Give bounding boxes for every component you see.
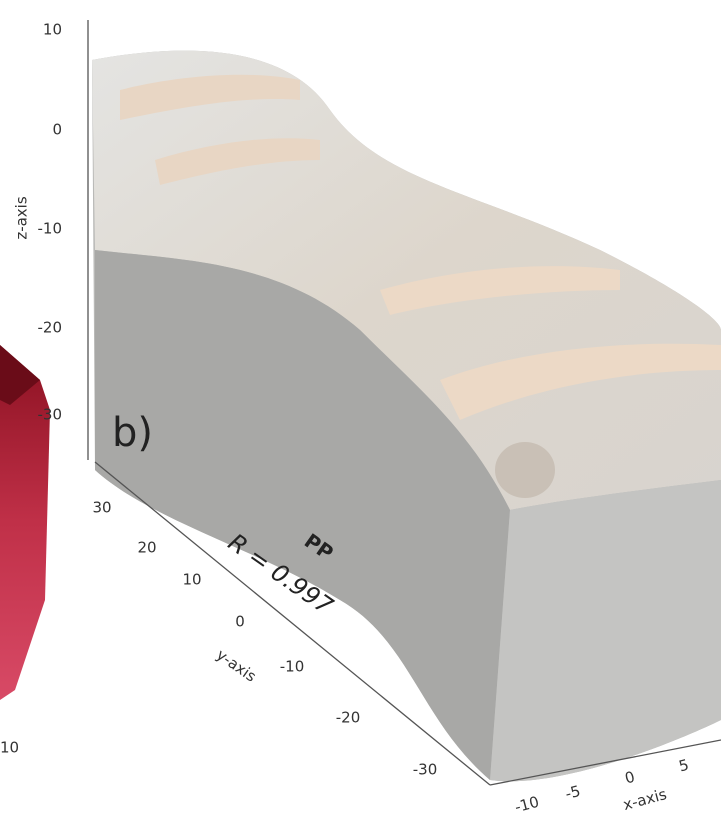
y-tick-label: -10	[280, 658, 305, 676]
y-axis-label: y-axis	[213, 646, 260, 686]
x-axis-line	[489, 739, 721, 786]
y-tick-label: -30	[413, 761, 438, 779]
z-tick-label: 10	[43, 21, 62, 39]
y-tick-label: 0	[235, 613, 245, 631]
x-tick-label: 0	[623, 768, 637, 788]
y-ticks: 30 20 10 0 -10 -20 -30	[92, 499, 437, 779]
left-object	[0, 345, 50, 700]
x-axis-label: x-axis	[621, 785, 669, 814]
y-tick-label: 20	[137, 539, 156, 557]
z-axis-label: z-axis	[13, 196, 31, 240]
z-tick-label: 0	[52, 121, 62, 139]
x-tick-label: 5	[677, 756, 691, 776]
z-tick-label: -10	[38, 220, 63, 238]
x-ticks: -10 -5 0 5	[513, 756, 691, 817]
panel-label: b)	[112, 410, 153, 456]
z-tick-label: -30	[38, 406, 63, 424]
z-ticks: 10 0 -10 -20 -30	[38, 21, 63, 424]
y-tick-label: 10	[182, 571, 201, 589]
z-tick-label: -20	[38, 319, 63, 337]
y-tick-label: -20	[336, 709, 361, 727]
x-tick-label: -5	[563, 782, 582, 803]
surface	[92, 50, 721, 782]
x-tick-label: -10	[513, 793, 541, 817]
y-axis-line	[94, 461, 491, 786]
y-tick-label: 30	[92, 499, 111, 517]
left-tick-label: 10	[0, 739, 19, 757]
